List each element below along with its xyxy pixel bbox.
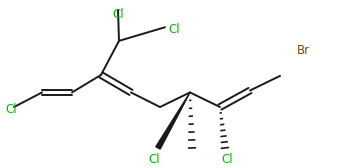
Text: Cl: Cl xyxy=(5,103,17,116)
Text: Br: Br xyxy=(297,44,310,57)
Text: Cl: Cl xyxy=(148,153,160,166)
Text: Cl: Cl xyxy=(112,8,124,21)
Text: Cl: Cl xyxy=(221,153,233,166)
Polygon shape xyxy=(156,92,190,149)
Text: Cl: Cl xyxy=(168,23,180,36)
